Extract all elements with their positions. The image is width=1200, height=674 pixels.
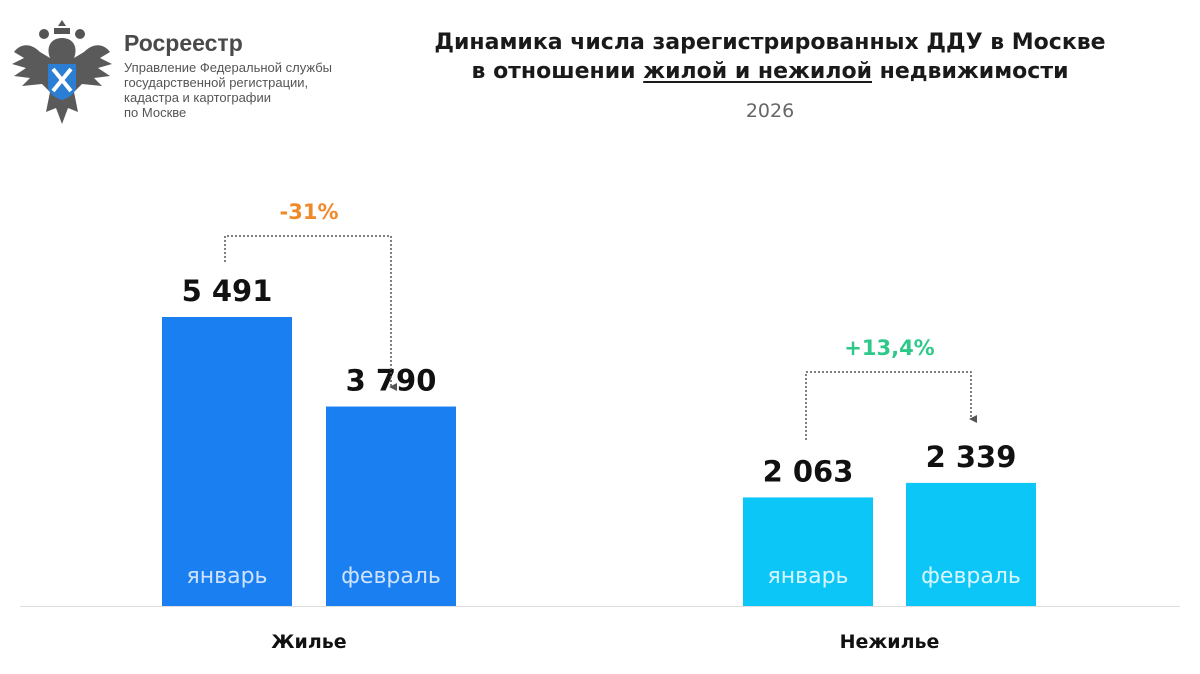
- agency-subtitle: Управление Федеральной службы государств…: [124, 60, 364, 120]
- title-underlined: жилой и нежилой: [643, 59, 872, 84]
- rosreestr-eagle-logo: [12, 20, 112, 124]
- title-post: недвижимости: [872, 59, 1069, 84]
- category-label: Нежилье: [840, 631, 940, 653]
- subtitle-line: кадастра и картографии: [124, 90, 272, 105]
- value-label: 2 063: [763, 454, 854, 488]
- month-label: январь: [768, 564, 849, 589]
- title-line-2: в отношении жилой и нежилой недвижимости: [400, 57, 1140, 86]
- bar-0-1: [326, 406, 456, 606]
- month-label: февраль: [921, 564, 1021, 589]
- value-label: 2 339: [926, 440, 1017, 474]
- change-bracket-arrow: [224, 235, 397, 391]
- chart-year: 2026: [745, 100, 795, 122]
- bar-0-0: [162, 317, 292, 606]
- chart-title: Динамика числа зарегистрированных ДДУ в …: [400, 28, 1140, 86]
- bar-1-1: [906, 482, 1036, 606]
- month-label: январь: [187, 564, 268, 589]
- category-label: Жилье: [271, 631, 346, 653]
- month-label: февраль: [341, 564, 441, 589]
- subtitle-line: государственной регистрации,: [124, 75, 309, 90]
- change-bracket-arrow: [805, 371, 977, 440]
- bar-1-0: [743, 497, 873, 606]
- brand-name: Росреестр: [124, 30, 243, 56]
- subtitle-line: Управление Федеральной службы: [124, 60, 332, 75]
- change-percent: -31%: [280, 200, 339, 224]
- title-line-1: Динамика числа зарегистрированных ДДУ в …: [434, 30, 1106, 55]
- change-percent: +13,4%: [844, 336, 934, 360]
- subtitle-line: по Москве: [124, 105, 187, 120]
- title-pre: в отношении: [471, 59, 644, 84]
- value-label: 5 491: [182, 274, 273, 308]
